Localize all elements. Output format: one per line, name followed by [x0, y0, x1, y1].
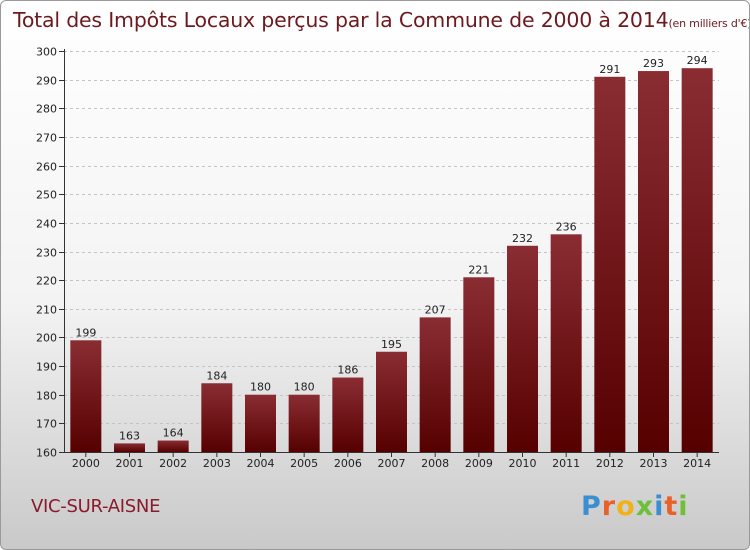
y-tick-label: 240	[36, 218, 57, 231]
logo-letter: i	[678, 491, 689, 522]
value-label-2009: 221	[468, 263, 489, 276]
x-tick-label-2003: 2003	[203, 457, 231, 470]
value-label-2012: 291	[599, 63, 620, 76]
logo-letter: r	[601, 491, 617, 522]
y-axis: 160 170 180 190 200 210 220 230 240 250 260 270 280 2…	[36, 46, 65, 460]
logo-letter: o	[616, 491, 636, 522]
logo-letter: P	[581, 491, 602, 522]
y-tick-label: 170	[36, 418, 57, 431]
value-label-2005: 180	[294, 381, 315, 394]
y-tick-label: 260	[36, 161, 57, 174]
bars: 199 163 164 184 180 180 186 195 207 221 232 236 291 2…	[70, 54, 713, 453]
bar-2008	[419, 317, 451, 452]
bar-2006	[332, 377, 364, 452]
bar-2011	[550, 234, 582, 452]
title-unit: (en milliers d'€)	[668, 17, 750, 30]
x-tick-label-2001: 2001	[116, 457, 144, 470]
logo-letter: x	[635, 491, 655, 522]
value-label-2000: 199	[75, 326, 96, 339]
value-label-2014: 294	[687, 54, 708, 67]
x-tick-label-2007: 2007	[378, 457, 406, 470]
x-tick-label-2009: 2009	[465, 457, 493, 470]
y-tick-label: 200	[36, 332, 57, 345]
bar-2012	[594, 76, 626, 453]
x-tick-label-2006: 2006	[334, 457, 362, 470]
bar-2004	[245, 394, 276, 452]
bar-2009	[463, 277, 495, 452]
bar-2014	[681, 68, 713, 452]
bar-2007	[376, 351, 407, 452]
bar-2003	[201, 383, 233, 452]
x-tick-label-2012: 2012	[596, 457, 624, 470]
value-label-2008: 207	[425, 303, 446, 316]
commune-name: VIC-SUR-AISNE	[31, 496, 161, 517]
y-tick-label: 190	[36, 361, 57, 374]
bar-2002	[157, 440, 189, 452]
title-text: Total des Impôts Locaux perçus par la Co…	[13, 8, 669, 32]
y-tick-label: 220	[36, 275, 57, 288]
bar-2013	[638, 71, 669, 453]
value-label-2003: 184	[206, 369, 227, 382]
grid-lines	[64, 51, 719, 424]
value-label-2011: 236	[556, 220, 577, 233]
y-tick-label: 290	[36, 75, 57, 88]
value-label-2001: 163	[119, 429, 140, 442]
chart-title: Total des Impôts Locaux perçus par la Co…	[13, 8, 750, 32]
value-label-2013: 293	[643, 57, 664, 70]
x-tick-label-2010: 2010	[509, 457, 537, 470]
bar-2010	[507, 245, 538, 452]
y-tick-label: 280	[36, 103, 57, 116]
y-tick-label: 230	[36, 247, 57, 260]
logo-letter: t	[664, 491, 679, 522]
bar-2000	[70, 340, 102, 452]
x-tick-label-2013: 2013	[640, 457, 668, 470]
x-tick-label-2005: 2005	[290, 457, 318, 470]
value-label-2007: 195	[381, 338, 402, 351]
x-tick-label-2004: 2004	[247, 457, 275, 470]
logo-letter: i	[654, 491, 665, 522]
y-tick-label: 180	[36, 390, 57, 403]
value-label-2010: 232	[512, 232, 533, 245]
x-tick-label-2000: 2000	[72, 457, 100, 470]
value-label-2002: 164	[163, 427, 184, 440]
value-label-2006: 186	[337, 364, 358, 377]
x-tick-label-2014: 2014	[683, 457, 711, 470]
y-tick-label: 300	[36, 46, 57, 59]
value-label-2004: 180	[250, 381, 271, 394]
bar-2005	[288, 394, 320, 452]
x-tick-label-2008: 2008	[421, 457, 449, 470]
x-tick-label-2011: 2011	[552, 457, 580, 470]
y-tick-label: 270	[36, 132, 57, 145]
y-tick-label: 210	[36, 304, 57, 317]
bar-2001	[114, 443, 145, 452]
y-tick-label: 160	[36, 447, 57, 460]
x-axis: 2000 2001 2002 2003 2004 2005 2006 2007 2008 2009…	[64, 452, 719, 470]
x-tick-label-2002: 2002	[159, 457, 187, 470]
proxiti-logo: Proxiti	[581, 491, 689, 522]
y-tick-label: 250	[36, 189, 57, 202]
